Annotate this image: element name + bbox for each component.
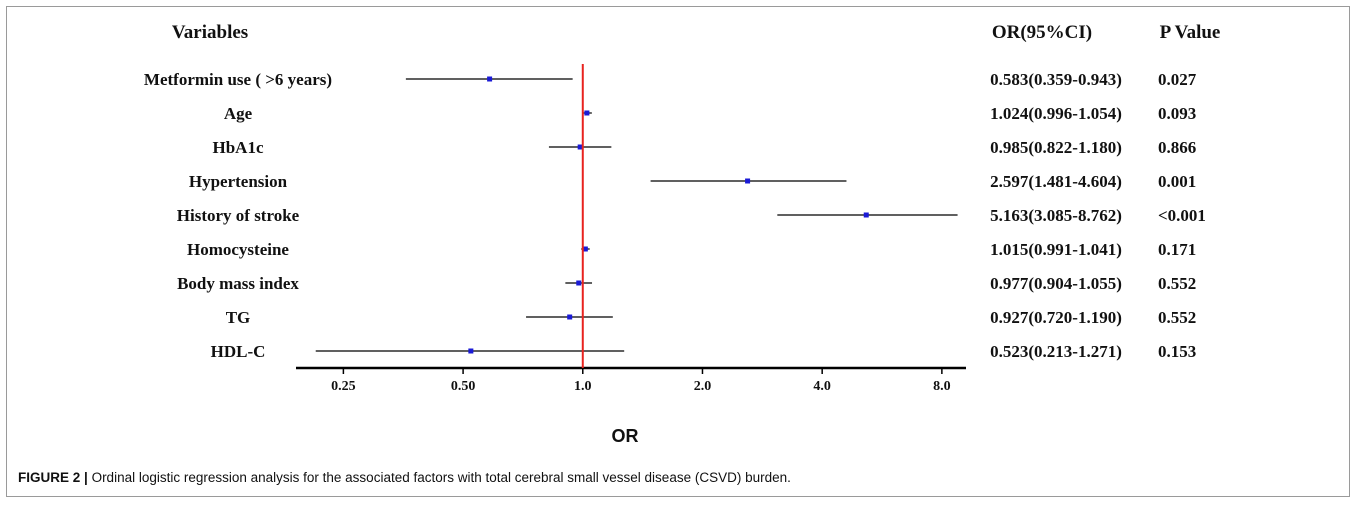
header-or-ci: OR(95%CI) bbox=[992, 22, 1092, 43]
row-or-ci-text: 1.024(0.996-1.054) bbox=[990, 104, 1122, 123]
row-p-value: 0.027 bbox=[1158, 70, 1197, 89]
or-point bbox=[577, 144, 583, 150]
forest-row: Homocysteine 1.015(0.991-1.041) 0.171 bbox=[187, 240, 1196, 259]
row-p-value: 0.866 bbox=[1158, 138, 1196, 157]
row-or-ci-text: 0.985(0.822-1.180) bbox=[990, 138, 1122, 157]
x-tick-label: 4.0 bbox=[813, 379, 831, 394]
row-or-ci-text: 5.163(3.085-8.762) bbox=[990, 206, 1122, 225]
x-tick-label: 1.0 bbox=[574, 379, 592, 394]
row-or-ci-text: 2.597(1.481-4.604) bbox=[990, 172, 1122, 191]
row-variable-label: Age bbox=[224, 104, 253, 123]
row-variable-label: HbA1c bbox=[213, 138, 264, 157]
row-variable-label: Metformin use ( >6 years) bbox=[144, 70, 332, 89]
row-or-ci-text: 0.583(0.359-0.943) bbox=[990, 70, 1122, 89]
forest-row: Metformin use ( >6 years) 0.583(0.359-0.9… bbox=[144, 70, 1197, 89]
forest-row: HbA1c 0.985(0.822-1.180) 0.866 bbox=[213, 138, 1197, 157]
row-variable-label: Hypertension bbox=[189, 172, 288, 191]
figure-frame bbox=[6, 6, 1350, 497]
row-variable-label: HDL-C bbox=[211, 342, 266, 361]
x-tick-label: 8.0 bbox=[933, 379, 951, 394]
row-p-value: <0.001 bbox=[1158, 206, 1206, 225]
forest-row: History of stroke 5.163(3.085-8.762) <0.00… bbox=[177, 206, 1206, 225]
row-or-ci-text: 1.015(0.991-1.041) bbox=[990, 240, 1122, 259]
header-p-value: P Value bbox=[1160, 22, 1221, 43]
or-point bbox=[468, 348, 474, 354]
or-point bbox=[567, 314, 573, 320]
forest-plot: Variables OR(95%CI) P Value Metformin us… bbox=[144, 22, 1221, 446]
row-p-value: 0.552 bbox=[1158, 308, 1196, 327]
or-point bbox=[487, 76, 493, 82]
row-or-ci-text: 0.977(0.904-1.055) bbox=[990, 274, 1122, 293]
x-axis-label: OR bbox=[612, 426, 639, 446]
forest-row: HDL-C 0.523(0.213-1.271) 0.153 bbox=[211, 342, 1197, 361]
figure-label: FIGURE 2 | bbox=[18, 470, 88, 485]
forest-row: Body mass index 0.977(0.904-1.055) 0.552 bbox=[177, 274, 1196, 293]
row-p-value: 0.552 bbox=[1158, 274, 1196, 293]
x-tick-label: 2.0 bbox=[694, 379, 712, 394]
row-variable-label: Body mass index bbox=[177, 274, 299, 293]
row-p-value: 0.093 bbox=[1158, 104, 1196, 123]
forest-row: Hypertension 2.597(1.481-4.604) 0.001 bbox=[189, 172, 1196, 191]
figure-caption: FIGURE 2 | Ordinal logistic regression a… bbox=[18, 470, 1338, 485]
forest-row: Age 1.024(0.996-1.054) 0.093 bbox=[224, 104, 1196, 123]
row-p-value: 0.171 bbox=[1158, 240, 1196, 259]
or-point bbox=[576, 280, 582, 286]
x-tick-label: 0.50 bbox=[451, 379, 476, 394]
forest-row: TG 0.927(0.720-1.190) 0.552 bbox=[226, 308, 1197, 327]
or-point bbox=[745, 178, 751, 184]
row-p-value: 0.001 bbox=[1158, 172, 1196, 191]
x-tick-label: 0.25 bbox=[331, 379, 356, 394]
caption-text: Ordinal logistic regression analysis for… bbox=[91, 470, 791, 485]
row-variable-label: History of stroke bbox=[177, 206, 300, 225]
header-variables: Variables bbox=[172, 22, 248, 43]
row-variable-label: TG bbox=[226, 308, 251, 327]
or-point bbox=[863, 212, 869, 218]
or-point bbox=[582, 246, 588, 252]
row-or-ci-text: 0.523(0.213-1.271) bbox=[990, 342, 1122, 361]
row-p-value: 0.153 bbox=[1158, 342, 1196, 361]
row-or-ci-text: 0.927(0.720-1.190) bbox=[990, 308, 1122, 327]
row-variable-label: Homocysteine bbox=[187, 240, 289, 259]
or-point bbox=[584, 110, 590, 116]
